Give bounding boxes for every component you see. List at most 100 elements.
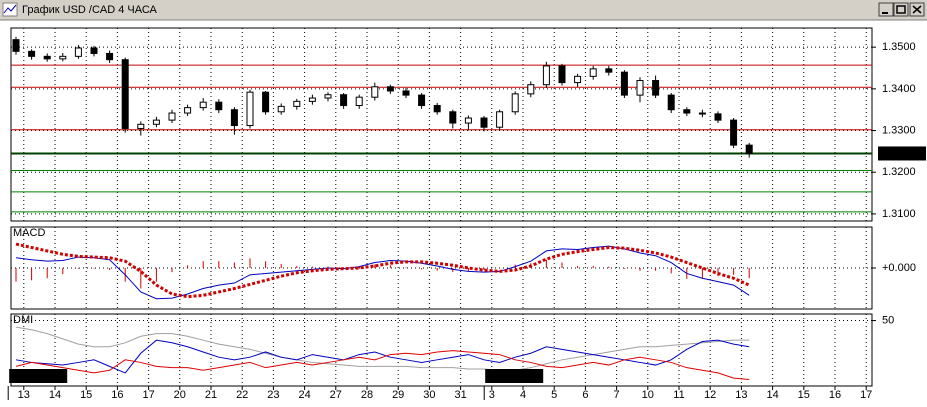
candle-body: [43, 55, 51, 60]
candle-body: [386, 86, 394, 92]
indicator-line: [15, 326, 750, 371]
candle-body: [262, 91, 270, 113]
x-tick-label: 22: [236, 389, 248, 401]
candle-body: [418, 94, 426, 107]
minimize-button[interactable]: [878, 2, 894, 17]
x-tick-label: 16: [829, 389, 841, 401]
panel-label: MACD: [13, 227, 45, 239]
x-tick-label: 17: [860, 389, 872, 401]
candle-body: [464, 117, 472, 124]
x-tick-label: 12: [704, 389, 716, 401]
candle-body: [293, 100, 301, 107]
candle-body: [636, 80, 644, 96]
y-tick-label: 1.3200: [882, 166, 916, 178]
x-tick-label: 6: [582, 389, 588, 401]
candle-body: [230, 109, 238, 127]
y-tick-label: 1.3100: [882, 208, 916, 220]
candle-body: [152, 119, 160, 125]
x-tick-label: 11: [673, 389, 684, 401]
candle-body: [714, 113, 722, 121]
candle-body: [12, 39, 20, 52]
indicator-line: [15, 350, 750, 380]
month-label: Мар 2017: [13, 370, 62, 382]
candle-body: [74, 47, 82, 57]
y-tick-label: 1.3400: [882, 83, 916, 95]
x-tick-label: 5: [551, 389, 557, 401]
candle-body: [496, 111, 504, 128]
candle-body: [698, 112, 706, 115]
candle-body: [59, 55, 67, 60]
x-tick-label: 30: [423, 389, 435, 401]
candle-body: [683, 109, 691, 114]
month-label-box: [9, 369, 68, 383]
x-tick-label: 29: [392, 389, 404, 401]
panel-label: DMI: [13, 314, 33, 326]
candle-body: [605, 68, 613, 73]
close-button[interactable]: [909, 2, 925, 17]
x-tick-label: 20: [174, 389, 186, 401]
x-tick-label: 3: [489, 389, 495, 401]
candle-body: [371, 86, 379, 98]
candle-body: [574, 75, 582, 84]
x-tick-label: 23: [267, 389, 279, 401]
candle-body: [121, 59, 129, 129]
panel-frame: [10, 313, 873, 387]
y-tick-label: 50: [882, 314, 894, 326]
title-bar: [0, 0, 927, 20]
candle-body: [558, 65, 566, 84]
candle-body: [90, 47, 98, 54]
x-tick-label: 14: [49, 389, 61, 401]
candle-body: [246, 91, 254, 127]
candle-body: [215, 101, 223, 111]
candle-body: [340, 94, 348, 107]
candle-body: [745, 144, 753, 154]
candle-body: [620, 71, 628, 96]
candle-body: [433, 105, 441, 113]
window-title: График USD /CAD 4 ЧАСА: [22, 4, 158, 16]
candle-body: [449, 111, 457, 124]
y-tick-label: +0.000: [882, 262, 916, 274]
x-tick-label: 4: [520, 389, 526, 401]
candle-body: [277, 105, 285, 113]
x-tick-label: 28: [361, 389, 373, 401]
last-price-label: 1.3245: [882, 147, 916, 159]
candle-body: [28, 50, 36, 57]
indicator-line: [15, 242, 750, 299]
candle-body: [402, 90, 410, 96]
x-tick-label: 15: [798, 389, 810, 401]
month-label-box: [485, 369, 544, 383]
panel-frame: [10, 226, 873, 310]
x-tick-label: 14: [766, 389, 778, 401]
x-tick-label: 13: [735, 389, 747, 401]
candle-body: [527, 84, 535, 95]
y-tick-label: 1.3300: [882, 124, 916, 136]
month-label: Апр 2017: [489, 370, 536, 382]
candle-body: [652, 80, 660, 96]
candle-body: [199, 101, 207, 109]
x-tick-label: 13: [18, 389, 30, 401]
window-icon: [2, 2, 18, 17]
candle-body: [308, 97, 316, 102]
candle-body: [168, 112, 176, 121]
candle-body: [137, 123, 145, 129]
candle-body: [480, 117, 488, 128]
candle-body: [106, 52, 114, 61]
y-tick-label: 1.3500: [882, 41, 916, 53]
maximize-button[interactable]: [893, 2, 909, 17]
x-tick-label: 27: [330, 389, 342, 401]
candle-body: [667, 94, 675, 111]
candle-body: [542, 65, 550, 86]
indicator-line: [15, 339, 750, 374]
last-price-box: [878, 146, 926, 161]
x-tick-label: 10: [642, 389, 654, 401]
x-tick-label: 7: [614, 389, 620, 401]
candle-body: [589, 68, 597, 77]
x-tick-label: 16: [111, 389, 123, 401]
candle-body: [355, 96, 363, 107]
x-tick-label: 17: [142, 389, 154, 401]
candle-body: [184, 107, 192, 114]
x-tick-label: 31: [454, 389, 466, 401]
candle-body: [511, 93, 519, 113]
x-tick-label: 24: [298, 389, 310, 401]
